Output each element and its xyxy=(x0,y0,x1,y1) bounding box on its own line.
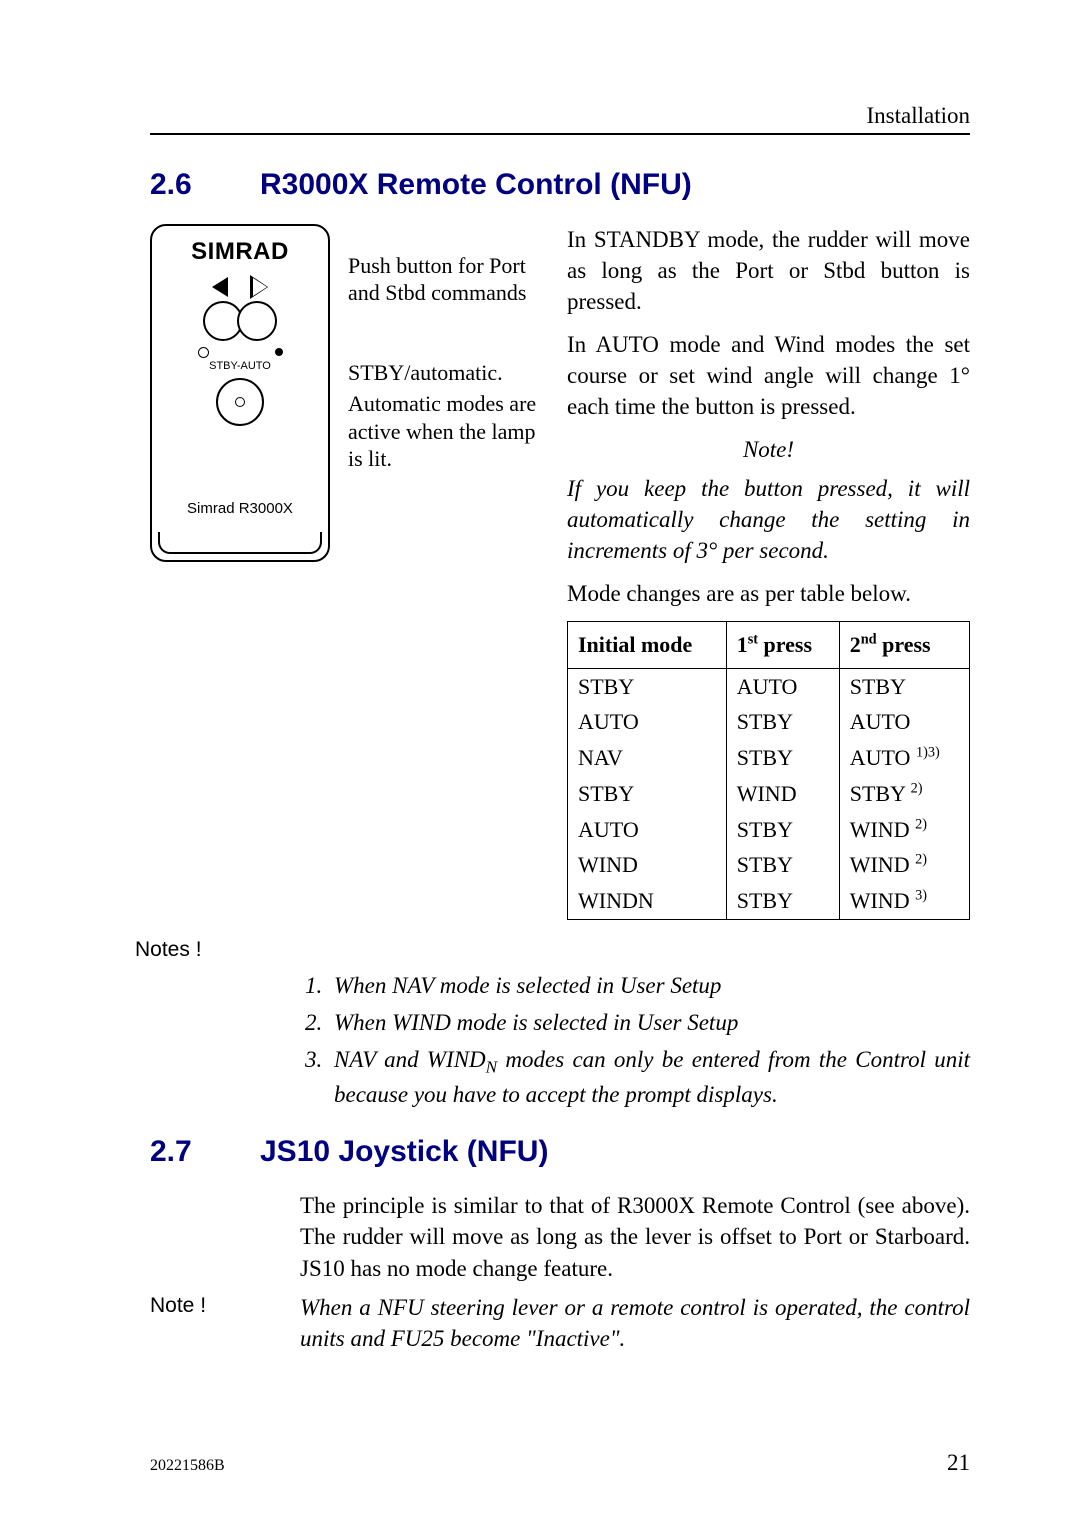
callout-2b: Automatic modes are active when the lamp… xyxy=(348,390,543,473)
secnum-27: 2.7 xyxy=(150,1132,260,1173)
p-stby: In STANDBY mode, the rudder will move as… xyxy=(567,224,970,317)
note-heading: Note! xyxy=(567,434,970,465)
table-row: AUTOSTBYAUTO xyxy=(568,704,970,740)
th-initial: Initial mode xyxy=(568,622,727,669)
mode-button-inner-icon xyxy=(235,397,245,407)
filled-indicator-icon xyxy=(275,348,283,356)
note-body: If you keep the button pressed, it will … xyxy=(567,473,970,566)
p-auto: In AUTO mode and Wind modes the set cour… xyxy=(567,329,970,422)
table-row: STBYWINDSTBY 2) xyxy=(568,776,970,812)
notes-label: Notes ! xyxy=(135,936,970,964)
table-row: WINDSTBYWIND 2) xyxy=(568,847,970,883)
port-arrow-icon xyxy=(212,277,228,297)
th-first: 1st press xyxy=(726,622,839,669)
page-number: 21 xyxy=(947,1447,970,1478)
callout-2a: STBY/automatic. xyxy=(348,359,543,387)
sec27-body: The principle is similar to that of R300… xyxy=(300,1190,970,1283)
table-row: NAVSTBYAUTO 1)3) xyxy=(568,740,970,776)
device-diagram: SIMRAD STBY-AUTO Simrad R3000X xyxy=(150,224,330,562)
table-row: WINDNSTBYWIND 3) xyxy=(568,883,970,919)
mode-button-icon xyxy=(216,378,264,426)
indicator-row xyxy=(158,347,322,358)
device-brand: SIMRAD xyxy=(158,236,322,268)
note-1: When NAV mode is selected in User Setup xyxy=(328,970,970,1001)
footer: 20221586B 21 xyxy=(150,1447,970,1478)
sec27-p1: The principle is similar to that of R300… xyxy=(300,1190,970,1283)
header-section: Installation xyxy=(150,100,970,131)
title-27: JS10 Joystick (NFU) xyxy=(260,1135,548,1168)
button-pair xyxy=(158,301,322,341)
th-second: 2nd press xyxy=(839,622,969,669)
sec27-note-row: Note ! When a NFU steering lever or a re… xyxy=(150,1292,970,1354)
secnum-26: 2.6 xyxy=(150,165,260,206)
open-indicator-icon xyxy=(198,347,209,358)
mode-table: Initial mode 1st press 2nd press STBYAUT… xyxy=(567,621,970,920)
note-2: When WIND mode is selected in User Setup xyxy=(328,1007,970,1038)
table-row: AUTOSTBYWIND 2) xyxy=(568,812,970,848)
table-row: STBYAUTOSTBY xyxy=(568,668,970,704)
header-rule xyxy=(150,133,970,135)
heading-2-6: 2.6R3000X Remote Control (NFU) xyxy=(150,165,970,206)
doc-id: 20221586B xyxy=(150,1455,225,1477)
table-header-row: Initial mode 1st press 2nd press xyxy=(568,622,970,669)
row-26: SIMRAD STBY-AUTO Simrad R3000X Push butt… xyxy=(150,224,970,920)
notes-list: When NAV mode is selected in User Setup … xyxy=(300,970,970,1110)
device-lip xyxy=(158,532,322,554)
callout-1: Push button for Port and Stbd commands xyxy=(348,252,543,307)
heading-2-7: 2.7JS10 Joystick (NFU) xyxy=(150,1132,970,1173)
stbd-button-icon xyxy=(237,301,277,341)
stbd-arrow-icon xyxy=(253,277,268,297)
sec27-note-label: Note ! xyxy=(135,1292,300,1354)
callouts: Push button for Port and Stbd commands S… xyxy=(348,224,543,562)
note-3: NAV and WINDN modes can only be entered … xyxy=(328,1044,970,1110)
p-table-intro: Mode changes are as per table below. xyxy=(567,578,970,609)
device-model: Simrad R3000X xyxy=(152,499,328,519)
right-column: In STANDBY mode, the rudder will move as… xyxy=(567,224,970,920)
sec27-note-text: When a NFU steering lever or a remote co… xyxy=(300,1292,970,1354)
title-26: R3000X Remote Control (NFU) xyxy=(260,168,692,201)
stby-label: STBY-AUTO xyxy=(158,359,322,374)
